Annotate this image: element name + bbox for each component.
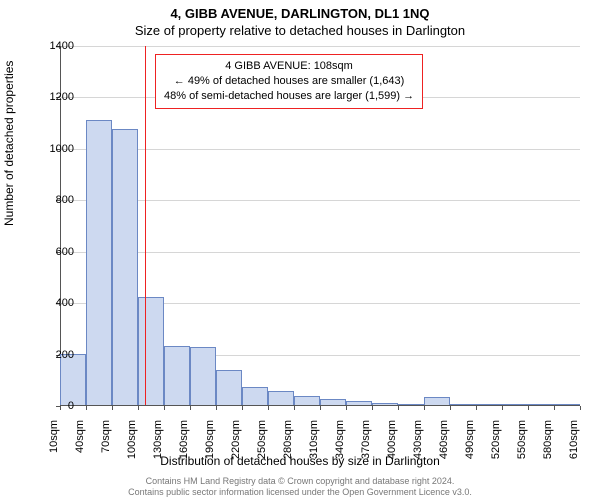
histogram-bar <box>294 396 320 405</box>
histogram-bar <box>554 404 580 405</box>
xtick-label: 220sqm <box>230 420 242 480</box>
histogram-bar <box>398 404 424 405</box>
grid-line <box>60 252 580 253</box>
xtick-mark <box>164 406 165 410</box>
xtick-label: 580sqm <box>542 420 554 480</box>
callout-line-1: 4 GIBB AVENUE: 108sqm <box>164 59 414 74</box>
ytick-label: 1200 <box>24 91 74 103</box>
ytick-label: 1400 <box>24 40 74 52</box>
histogram-bar <box>60 354 86 405</box>
grid-line <box>60 200 580 201</box>
chart-area: 10sqm40sqm70sqm100sqm130sqm160sqm190sqm2… <box>60 46 580 406</box>
xtick-label: 460sqm <box>438 420 450 480</box>
xtick-mark <box>398 406 399 410</box>
xtick-label: 10sqm <box>48 420 60 480</box>
xtick-label: 370sqm <box>360 420 372 480</box>
chart-container: 4, GIBB AVENUE, DARLINGTON, DL1 1NQ Size… <box>0 0 600 500</box>
xtick-mark <box>502 406 503 410</box>
xtick-label: 490sqm <box>464 420 476 480</box>
xtick-label: 310sqm <box>308 420 320 480</box>
histogram-bar <box>424 397 450 405</box>
xtick-mark <box>320 406 321 410</box>
xtick-mark <box>216 406 217 410</box>
xtick-mark <box>580 406 581 410</box>
xtick-label: 430sqm <box>412 420 424 480</box>
histogram-bar <box>502 404 528 405</box>
histogram-bar <box>242 387 268 405</box>
grid-line <box>60 46 580 47</box>
histogram-bar <box>164 346 190 405</box>
xtick-mark <box>242 406 243 410</box>
ytick-label: 0 <box>24 400 74 412</box>
histogram-bar <box>86 120 112 405</box>
callout-line-3: 48% of semi-detached houses are larger (… <box>164 89 414 104</box>
histogram-bar <box>450 404 476 405</box>
grid-line <box>60 149 580 150</box>
xtick-label: 160sqm <box>178 420 190 480</box>
histogram-bar <box>476 404 502 405</box>
ytick-label: 200 <box>24 349 74 361</box>
xtick-label: 190sqm <box>204 420 216 480</box>
xtick-mark <box>268 406 269 410</box>
xtick-label: 280sqm <box>282 420 294 480</box>
xtick-mark <box>112 406 113 410</box>
ytick-label: 1000 <box>24 143 74 155</box>
histogram-bar <box>528 404 554 405</box>
histogram-bar <box>190 347 216 405</box>
footer-line-2: Contains public sector information licen… <box>128 487 472 497</box>
footer-attribution: Contains HM Land Registry data © Crown c… <box>0 476 600 498</box>
xtick-mark <box>476 406 477 410</box>
xtick-label: 40sqm <box>74 420 86 480</box>
ytick-label: 800 <box>24 194 74 206</box>
footer-line-1: Contains HM Land Registry data © Crown c… <box>146 476 455 486</box>
xtick-mark <box>528 406 529 410</box>
xtick-label: 520sqm <box>490 420 502 480</box>
histogram-bar <box>372 403 398 405</box>
x-axis-label: Distribution of detached houses by size … <box>0 454 600 468</box>
xtick-label: 610sqm <box>568 420 580 480</box>
ytick-label: 400 <box>24 297 74 309</box>
xtick-mark <box>372 406 373 410</box>
xtick-label: 250sqm <box>256 420 268 480</box>
xtick-mark <box>86 406 87 410</box>
xtick-label: 400sqm <box>386 420 398 480</box>
xtick-label: 70sqm <box>100 420 112 480</box>
page-title: 4, GIBB AVENUE, DARLINGTON, DL1 1NQ <box>0 0 600 21</box>
xtick-mark <box>294 406 295 410</box>
xtick-mark <box>450 406 451 410</box>
xtick-label: 550sqm <box>516 420 528 480</box>
histogram-bar <box>112 129 138 405</box>
xtick-label: 130sqm <box>152 420 164 480</box>
plot-region: 10sqm40sqm70sqm100sqm130sqm160sqm190sqm2… <box>60 46 580 406</box>
xtick-mark <box>190 406 191 410</box>
xtick-mark <box>554 406 555 410</box>
ytick-label: 600 <box>24 246 74 258</box>
xtick-label: 100sqm <box>126 420 138 480</box>
chart-subtitle: Size of property relative to detached ho… <box>0 21 600 38</box>
property-marker-line <box>145 46 146 405</box>
histogram-bar <box>268 391 294 405</box>
xtick-mark <box>424 406 425 410</box>
histogram-bar <box>138 297 164 405</box>
callout-line-2: ← 49% of detached houses are smaller (1,… <box>164 74 414 89</box>
xtick-mark <box>138 406 139 410</box>
histogram-bar <box>346 401 372 405</box>
histogram-bar <box>216 370 242 405</box>
histogram-bar <box>320 399 346 405</box>
xtick-label: 340sqm <box>334 420 346 480</box>
y-axis-label: Number of detached properties <box>2 61 16 226</box>
property-callout: 4 GIBB AVENUE: 108sqm← 49% of detached h… <box>155 54 423 109</box>
xtick-mark <box>346 406 347 410</box>
